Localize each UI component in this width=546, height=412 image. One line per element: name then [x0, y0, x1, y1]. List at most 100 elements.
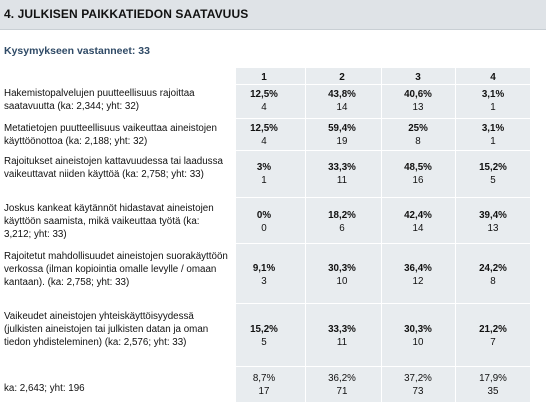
- count-value: 3: [261, 276, 267, 287]
- respondent-count: Kysymykseen vastanneet: 33: [4, 45, 150, 57]
- response-cell: 12,5% 4: [229, 122, 299, 148]
- question-label: Joskus kankeat käytännöt hidastavat aine…: [4, 203, 214, 240]
- column-header-2: 2: [339, 72, 345, 83]
- question-label: Vaikeudet aineistojen yhteiskäyttöisyyde…: [4, 311, 209, 348]
- percentage-value: 0%: [256, 210, 272, 221]
- count-value: 14: [336, 102, 348, 113]
- count-value: 1: [490, 102, 496, 113]
- response-cell: 30,3% 10: [307, 262, 377, 288]
- percentage-value: 15,2%: [479, 162, 507, 173]
- summary-cell: 37,2% 73: [383, 372, 453, 398]
- row-divider: [236, 366, 530, 367]
- response-cell: 21,2% 7: [458, 323, 528, 349]
- count-value: 11: [336, 337, 348, 348]
- summary-label: ka: 2,643; yht: 196: [4, 383, 85, 394]
- row-divider: [236, 243, 530, 244]
- percentage-value: 36,2%: [328, 373, 356, 384]
- count-value: 16: [412, 175, 424, 186]
- response-cell: 33,3% 11: [307, 323, 377, 349]
- column-divider: [305, 68, 306, 402]
- count-value: 5: [490, 175, 496, 186]
- question-label: Hakemistopalvelujen puutteellisuus rajoi…: [4, 88, 195, 112]
- response-cell: 30,3% 10: [383, 323, 453, 349]
- response-cell: 24,2% 8: [458, 262, 528, 288]
- percentage-value: 21,2%: [479, 324, 507, 335]
- count-value: 0: [261, 223, 267, 234]
- summary-cell: 17,9% 35: [458, 372, 528, 398]
- row-divider: [236, 197, 530, 198]
- title-bar: [0, 0, 546, 30]
- row-divider: [236, 303, 530, 304]
- response-cell: 36,4% 12: [383, 262, 453, 288]
- percentage-value: 12,5%: [250, 123, 278, 134]
- page-title: 4. JULKISEN PAIKKATIEDON SAATAVUUS: [4, 7, 249, 21]
- column-divider: [381, 68, 382, 402]
- response-cell: 15,2% 5: [229, 323, 299, 349]
- count-value: 8: [490, 276, 496, 287]
- count-value: 6: [339, 223, 345, 234]
- question-label: Metatietojen puutteellisuus vaikeuttaa a…: [4, 123, 217, 147]
- count-value: 4: [261, 136, 267, 147]
- count-value: 10: [412, 337, 424, 348]
- count-value: 12: [412, 276, 424, 287]
- count-value: 71: [336, 386, 348, 397]
- percentage-value: 15,2%: [250, 324, 278, 335]
- count-value: 11: [336, 175, 348, 186]
- count-value: 14: [412, 223, 424, 234]
- percentage-value: 40,6%: [404, 89, 432, 100]
- response-cell: 18,2% 6: [307, 209, 377, 235]
- percentage-value: 17,9%: [479, 373, 507, 384]
- percentage-value: 12,5%: [250, 89, 278, 100]
- column-header-4: 4: [490, 72, 496, 83]
- count-value: 1: [490, 136, 496, 147]
- response-cell: 9,1% 3: [229, 262, 299, 288]
- column-header-3: 3: [415, 72, 421, 83]
- count-value: 19: [336, 136, 348, 147]
- response-cell: 59,4% 19: [307, 122, 377, 148]
- count-value: 5: [261, 337, 267, 348]
- count-value: 4: [261, 102, 267, 113]
- percentage-value: 9,1%: [252, 263, 276, 274]
- response-cell: 39,4% 13: [458, 209, 528, 235]
- count-value: 1: [261, 175, 267, 186]
- percentage-value: 37,2%: [404, 373, 432, 384]
- percentage-value: 3%: [256, 162, 272, 173]
- response-cell: 25% 8: [383, 122, 453, 148]
- percentage-value: 59,4%: [328, 123, 356, 134]
- response-cell: 3,1% 1: [458, 122, 528, 148]
- count-value: 73: [412, 386, 424, 397]
- percentage-value: 39,4%: [479, 210, 507, 221]
- response-cell: 3% 1: [229, 161, 299, 187]
- response-cell: 0% 0: [229, 209, 299, 235]
- percentage-value: 18,2%: [328, 210, 356, 221]
- percentage-value: 33,3%: [328, 162, 356, 173]
- count-value: 10: [336, 276, 348, 287]
- percentage-value: 25%: [408, 123, 428, 134]
- count-value: 13: [412, 102, 424, 113]
- percentage-value: 30,3%: [404, 324, 432, 335]
- question-label: Rajoitetut mahdollisuudet aineistojen su…: [4, 251, 228, 288]
- question-label: Rajoitukset aineistojen kattavuudessa ta…: [4, 156, 223, 180]
- summary-cell: 36,2% 71: [307, 372, 377, 398]
- row-divider: [236, 84, 530, 85]
- response-cell: 43,8% 14: [307, 88, 377, 114]
- count-value: 8: [415, 136, 421, 147]
- response-cell: 33,3% 11: [307, 161, 377, 187]
- response-cell: 42,4% 14: [383, 209, 453, 235]
- column-header-1: 1: [261, 72, 267, 83]
- percentage-value: 48,5%: [404, 162, 432, 173]
- summary-cell: 8,7% 17: [229, 372, 299, 398]
- response-cell: 48,5% 16: [383, 161, 453, 187]
- percentage-value: 43,8%: [328, 89, 356, 100]
- row-divider: [236, 150, 530, 151]
- results-grid-background: [236, 68, 530, 402]
- percentage-value: 3,1%: [481, 123, 505, 134]
- count-value: 35: [487, 386, 499, 397]
- count-value: 17: [258, 386, 270, 397]
- percentage-value: 36,4%: [404, 263, 432, 274]
- response-cell: 12,5% 4: [229, 88, 299, 114]
- response-cell: 40,6% 13: [383, 88, 453, 114]
- row-divider: [236, 118, 530, 119]
- percentage-value: 42,4%: [404, 210, 432, 221]
- response-cell: 3,1% 1: [458, 88, 528, 114]
